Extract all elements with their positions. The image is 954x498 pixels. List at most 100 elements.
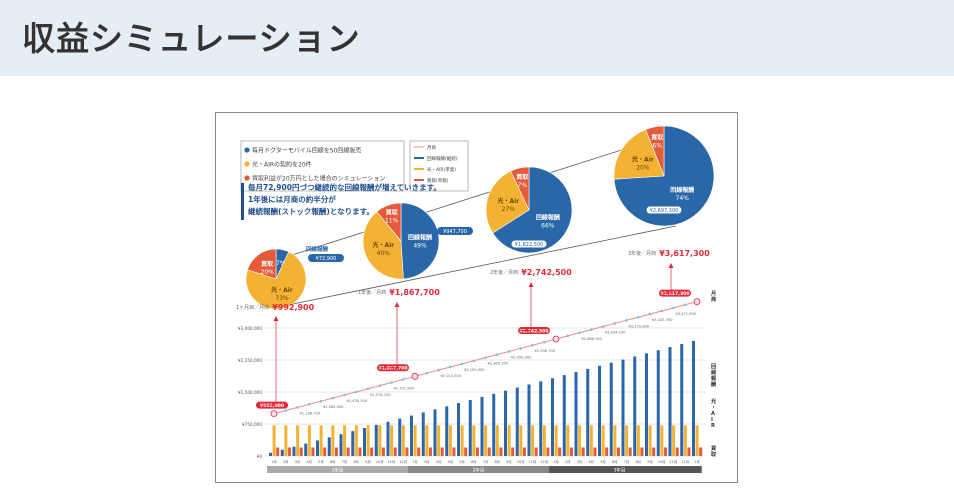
series-side-label: A	[711, 411, 715, 417]
bar-hikari-air	[554, 425, 558, 456]
legend-label: 月商	[427, 144, 436, 151]
arrow-up-icon	[668, 263, 674, 268]
legend-label: 買取(単発)	[427, 177, 449, 184]
revenue-point	[331, 396, 335, 400]
pie-slice-label: 光・Air	[631, 156, 654, 164]
pie-slice-label: 回線報酬	[408, 233, 432, 241]
bar-line-reward	[351, 431, 355, 456]
pie-slice-percent: 11%	[385, 217, 399, 224]
bar-hikari-air	[695, 425, 699, 456]
bar-kaitori	[569, 447, 573, 456]
bar-kaitori	[640, 447, 644, 456]
bar-kaitori	[381, 447, 385, 456]
bar-kaitori	[452, 447, 456, 456]
series-side-label: 光	[710, 397, 717, 405]
x-month-label: 11月	[388, 460, 396, 464]
year-label: 3年目	[614, 467, 626, 474]
pie-value-badge	[645, 205, 683, 215]
revenue-point-label: ¥2,305,100	[488, 362, 509, 366]
headline-text: 毎月72,900円づつ継続的な回線報酬が増えていきます。	[248, 182, 441, 192]
pie-slice	[492, 166, 573, 254]
revenue-point-label: ¥2,450,900	[511, 355, 532, 359]
x-month-label: 10月	[517, 460, 525, 464]
pie-slice-percent: 20%	[636, 165, 650, 172]
month-caption: 3年後／月商	[628, 250, 656, 257]
bar-hikari-air	[343, 425, 347, 456]
x-month-label: 11月	[670, 460, 678, 464]
series-side-label: 取	[711, 450, 717, 458]
legend-box	[409, 140, 469, 192]
x-month-label: 3月	[295, 460, 301, 464]
series-side-label: 回	[711, 362, 716, 370]
pie-slice-percent: 73%	[275, 295, 289, 302]
bar-line-reward	[609, 362, 613, 456]
revenue-point-label: ¥2,159,300	[464, 368, 485, 372]
revenue-point	[507, 350, 511, 353]
bar-line-reward	[433, 409, 437, 456]
x-month-label: 5月	[600, 460, 606, 464]
revenue-point-label: ¥2,888,300	[582, 337, 603, 341]
revenue-point	[601, 325, 605, 328]
bar-kaitori	[652, 447, 656, 456]
bar-hikari-air	[566, 425, 570, 456]
revenue-point	[660, 309, 664, 313]
pie-value-text: ¥947,700	[443, 229, 467, 235]
pie-slice-label: 光・Air	[497, 197, 520, 205]
x-month-label: 12月	[681, 460, 689, 464]
bar-line-reward	[598, 365, 601, 456]
x-month-label: 10月	[376, 460, 384, 464]
bar-hikari-air	[378, 425, 382, 456]
bar-hikari-air	[401, 425, 405, 456]
revenue-point	[625, 319, 628, 322]
bar-hikari-air	[319, 425, 323, 456]
bar-kaitori	[299, 447, 303, 456]
monthly-revenue-total: ¥3,617,300	[659, 249, 710, 258]
x-month-label: 12月	[540, 460, 548, 464]
bar-line-reward	[374, 424, 378, 456]
revenue-point-label: ¥3,325,700	[652, 318, 673, 322]
revenue-point	[460, 362, 464, 366]
pie-slice-label: 回線報酬	[536, 213, 560, 221]
pie-value-badge	[437, 227, 473, 235]
series-side-label: 月	[710, 289, 716, 297]
bar-kaitori	[311, 447, 315, 456]
bar-hikari-air	[425, 425, 429, 456]
page-header: 収益シミュレーション	[0, 0, 954, 76]
bar-line-reward	[304, 443, 308, 456]
revenue-point-label: ¥1,430,300	[347, 399, 368, 403]
bar-kaitori	[417, 447, 421, 456]
revenue-point	[354, 390, 358, 394]
pie-value-badge	[510, 239, 548, 249]
pie-slice-label: 光・Air	[270, 286, 293, 294]
revenue-point-label: ¥1,138,700	[300, 411, 321, 415]
revenue-point-label: ¥1,576,100	[370, 393, 391, 397]
x-month-label: 4月	[588, 460, 594, 464]
pie-slice-percent: 74%	[676, 195, 690, 202]
bar-hikari-air	[296, 425, 300, 456]
bar-line-reward	[316, 440, 319, 456]
condition-text: 光・AIRの契約を20件	[252, 161, 312, 169]
bar-hikari-air	[660, 425, 664, 456]
x-month-label: 7月	[483, 460, 489, 464]
bar-kaitori	[276, 447, 280, 456]
series-side-label: I	[711, 417, 713, 423]
x-month-label: 1月	[553, 460, 559, 464]
bar-kaitori	[370, 447, 374, 456]
pie-slice	[485, 170, 530, 234]
x-month-label: 7月	[342, 460, 348, 464]
callout-arrow-line	[518, 283, 532, 331]
pie-slice-percent: 6%	[652, 143, 662, 150]
bar-line-reward	[645, 353, 648, 456]
pie-slice-percent: 7%	[517, 182, 527, 189]
bar-kaitori	[616, 447, 620, 456]
bar-line-reward	[457, 403, 460, 456]
bar-line-reward	[363, 428, 366, 456]
revenue-point	[448, 365, 452, 369]
x-month-label: 8月	[635, 460, 641, 464]
bar-line-reward	[539, 381, 543, 456]
revenue-point	[519, 347, 523, 350]
bar-kaitori	[558, 447, 562, 456]
x-month-label: 9月	[647, 460, 653, 464]
x-month-label: 10月	[658, 460, 666, 464]
bar-line-reward	[692, 340, 695, 456]
